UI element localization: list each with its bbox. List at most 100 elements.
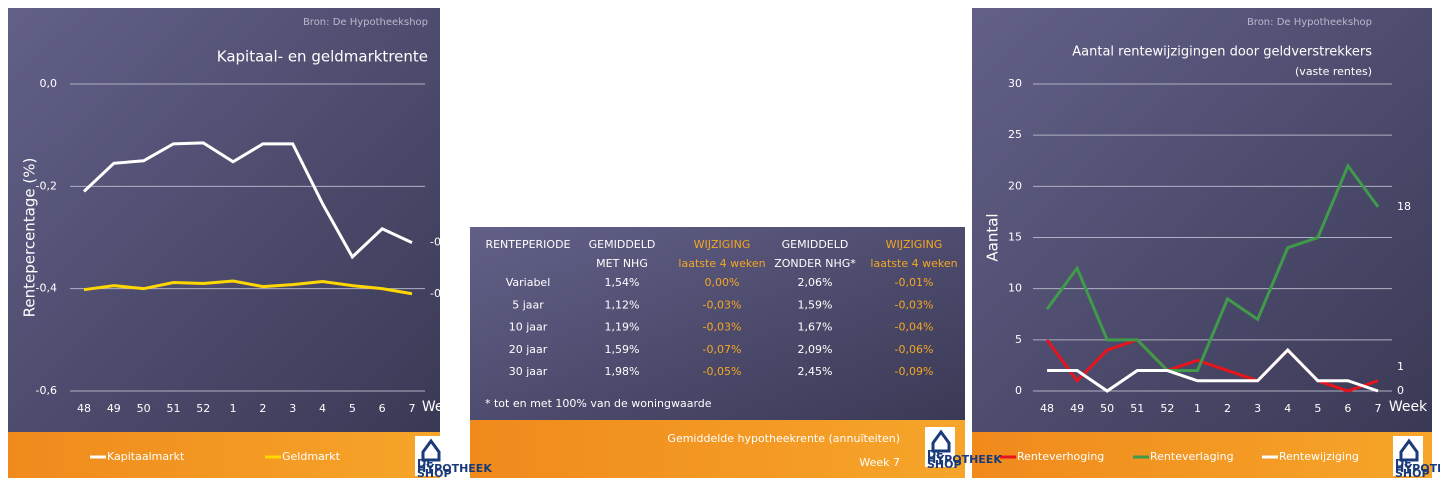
table-cell: 10 jaar bbox=[509, 321, 548, 334]
y-tick-label: -0,4 bbox=[36, 282, 57, 295]
data-label: 1 bbox=[1397, 360, 1404, 373]
series-line bbox=[83, 279, 413, 296]
y-axis-label: Aantal bbox=[984, 213, 1002, 261]
logo-text: DE bbox=[927, 448, 944, 461]
x-tick-label: 52 bbox=[1160, 402, 1174, 415]
x-tick-label: 51 bbox=[1130, 402, 1144, 415]
x-tick-label: 4 bbox=[319, 402, 326, 415]
column-header: WIJZIGING bbox=[694, 238, 751, 251]
x-axis-label: Week bbox=[1389, 399, 1428, 415]
source: Bron: De Hypotheekshop bbox=[1247, 17, 1372, 28]
y-tick-label: 30 bbox=[1008, 77, 1022, 90]
table-cell: -0,01% bbox=[895, 276, 934, 289]
x-tick-label: 52 bbox=[196, 402, 210, 415]
y-axis-label: Rentepercentage (%) bbox=[21, 158, 39, 318]
y-tick-label: 15 bbox=[1008, 231, 1022, 244]
rate-table: * tot en met 100% van de woningwaarde Ge… bbox=[485, 238, 958, 469]
table-cell: 1,19% bbox=[605, 321, 640, 334]
x-tick-label: 50 bbox=[1100, 402, 1114, 415]
x-tick-label: 5 bbox=[349, 402, 356, 415]
logo-text: HYPOTHEEK bbox=[417, 462, 492, 475]
week: Week 7 bbox=[859, 456, 900, 469]
legend-label: Geldmarkt bbox=[282, 450, 341, 463]
x-tick-label: 5 bbox=[1314, 402, 1321, 415]
x-tick-label: 48 bbox=[1040, 402, 1054, 415]
table-cell: -0,05% bbox=[703, 365, 742, 378]
table-cell: 1,12% bbox=[605, 298, 640, 311]
series-line bbox=[1047, 347, 1379, 393]
logo-text: DE bbox=[1395, 457, 1412, 470]
chart-title: Aantal rentewijzigingen door geldverstre… bbox=[1072, 45, 1372, 60]
logo-house bbox=[931, 429, 951, 453]
y-tick-label: -0,6 bbox=[36, 384, 57, 397]
logo-text: SHOP bbox=[417, 467, 452, 480]
y-tick-label: 20 bbox=[1008, 179, 1022, 192]
column-header: laatste 4 weken bbox=[870, 257, 957, 270]
x-tick-label: 3 bbox=[1254, 402, 1261, 415]
logo-text: DE bbox=[417, 457, 434, 470]
footer bbox=[972, 432, 1432, 478]
y-tick-label: 25 bbox=[1008, 128, 1022, 141]
footer bbox=[470, 420, 965, 478]
legend-label: Renteverhoging bbox=[1017, 450, 1104, 463]
x-tick-label: 49 bbox=[1070, 402, 1084, 415]
table-cell: -0,03% bbox=[703, 321, 742, 334]
logo-text: SHOP bbox=[1395, 467, 1430, 480]
legend-label: Kapitaalmarkt bbox=[107, 450, 185, 463]
column-header: ZONDER NHG* bbox=[774, 257, 856, 270]
y-tick-label: -0,2 bbox=[36, 179, 57, 192]
x-tick-label: 50 bbox=[137, 402, 151, 415]
table-cell: 1,54% bbox=[605, 276, 640, 289]
table-cell: -0,03% bbox=[703, 298, 742, 311]
source: Bron: De Hypotheekshop bbox=[303, 17, 428, 28]
table-cell: -0,03% bbox=[895, 298, 934, 311]
column-header: WIJZIGING bbox=[886, 238, 943, 251]
table-cell: 2,45% bbox=[798, 365, 833, 378]
logo-house bbox=[1399, 438, 1419, 462]
x-tick-label: 4 bbox=[1284, 402, 1291, 415]
table-cell: 0,00% bbox=[705, 276, 740, 289]
table-cell: 2,06% bbox=[798, 276, 833, 289]
x-tick-label: 2 bbox=[259, 402, 266, 415]
footer bbox=[8, 432, 440, 478]
table-cell: 1,98% bbox=[605, 365, 640, 378]
footnote: * tot en met 100% van de woningwaarde bbox=[485, 397, 712, 410]
table-cell: 1,59% bbox=[798, 298, 833, 311]
column-header: MET NHG bbox=[596, 257, 648, 270]
y-tick-label: 0,0 bbox=[40, 77, 58, 90]
table-cell: 20 jaar bbox=[509, 343, 548, 356]
y-tick-label: 5 bbox=[1015, 333, 1022, 346]
series-line bbox=[82, 141, 413, 260]
x-tick-label: 1 bbox=[230, 402, 237, 415]
data-label: 0 bbox=[1397, 384, 1404, 397]
logo-text: HYPOTHEEK bbox=[927, 453, 1002, 466]
data-label: -0,31 bbox=[430, 236, 458, 249]
column-header: GEMIDDELD bbox=[589, 238, 656, 251]
table-cell: -0,07% bbox=[703, 343, 742, 356]
x-tick-label: 7 bbox=[1375, 402, 1382, 415]
table-title: Gemiddelde hypotheekrente (annuïteiten) bbox=[667, 432, 900, 445]
table-cell: -0,04% bbox=[895, 321, 934, 334]
chart-subtitle: (vaste rentes) bbox=[1295, 65, 1372, 78]
column-header: RENTEPERIODE bbox=[485, 238, 570, 251]
x-tick-label: 2 bbox=[1224, 402, 1231, 415]
logo-text: SHOP bbox=[927, 458, 962, 471]
legend-label: Renteverlaging bbox=[1150, 450, 1234, 463]
x-tick-label: 49 bbox=[107, 402, 121, 415]
table-cell: 2,09% bbox=[798, 343, 833, 356]
table-cell: -0,09% bbox=[895, 365, 934, 378]
x-tick-label: 51 bbox=[166, 402, 180, 415]
panel bbox=[470, 227, 965, 420]
table-cell: 1,59% bbox=[605, 343, 640, 356]
logo-house bbox=[421, 438, 441, 462]
table-cell: -0,06% bbox=[895, 343, 934, 356]
x-tick-label: 6 bbox=[379, 402, 386, 415]
panel bbox=[8, 8, 440, 432]
x-tick-label: 3 bbox=[289, 402, 296, 415]
data-label: 18 bbox=[1397, 200, 1411, 213]
column-header: laatste 4 weken bbox=[678, 257, 765, 270]
series-line bbox=[1045, 162, 1380, 373]
logo-text: HYPOTHEEK bbox=[1395, 462, 1440, 475]
x-tick-label: 6 bbox=[1344, 402, 1351, 415]
